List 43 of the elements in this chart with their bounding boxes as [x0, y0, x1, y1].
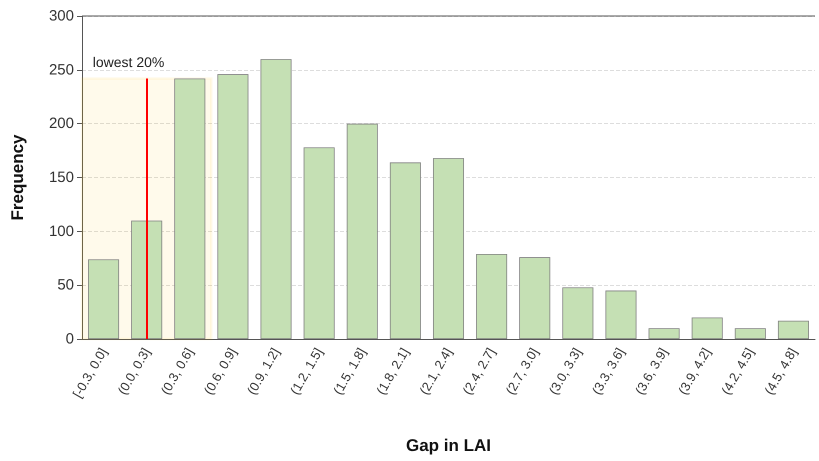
- x-tick-label: (3.9, 4.2]: [675, 345, 714, 398]
- x-tick-label: (4.2, 4.5]: [718, 345, 757, 398]
- bar: [476, 254, 508, 339]
- bar: [346, 124, 378, 339]
- bar: [131, 220, 162, 339]
- x-tick-label: (1.5, 1.8]: [330, 345, 369, 398]
- y-tick-label: 50: [57, 276, 74, 294]
- bar: [605, 290, 636, 339]
- x-tick-label: (3.0, 3.3]: [546, 345, 584, 398]
- y-tick-label: 300: [48, 8, 74, 24]
- x-tick-label: (2.1, 2.4]: [416, 345, 455, 398]
- bar: [217, 74, 248, 339]
- x-tick-label: (2.7, 3.0]: [502, 345, 542, 398]
- band-label: lowest 20%: [92, 54, 164, 70]
- x-tick-label: (4.5, 4.8]: [761, 345, 800, 398]
- bar: [432, 158, 464, 339]
- bar: [390, 162, 421, 339]
- bar: [519, 257, 550, 339]
- x-tick-label: (1.8, 2.1]: [373, 345, 412, 398]
- x-tick-label: (2.4, 2.7]: [459, 345, 498, 398]
- bar: [260, 59, 292, 339]
- bar: [734, 328, 766, 339]
- x-tick-label: (3.3, 3.6]: [588, 345, 628, 398]
- x-tick-label: (1.2, 1.5]: [287, 345, 326, 398]
- y-tick-label: 200: [48, 115, 74, 132]
- y-tick-label: 100: [48, 222, 74, 240]
- bar: [174, 78, 206, 339]
- bar: [692, 317, 723, 339]
- y-tick-label: 150: [48, 169, 74, 186]
- bar: [648, 328, 680, 339]
- bar: [562, 287, 594, 339]
- y-tick-label: 250: [48, 61, 74, 78]
- x-tick-label: (0.6, 0.9]: [200, 345, 240, 398]
- x-tick-label: (3.6, 3.9]: [632, 345, 671, 398]
- x-tick-label: (0.3, 0.6]: [158, 345, 196, 398]
- bar: [304, 147, 335, 339]
- y-tick-label: 0: [66, 330, 74, 348]
- bar: [88, 259, 120, 339]
- x-axis-title: Gap in LAI: [406, 436, 491, 455]
- y-axis-title: Frequency: [8, 134, 27, 220]
- x-tick-label: (0.0, 0.3]: [114, 345, 154, 398]
- bar: [778, 320, 809, 339]
- x-tick-label: (0.9, 1.2]: [244, 345, 283, 398]
